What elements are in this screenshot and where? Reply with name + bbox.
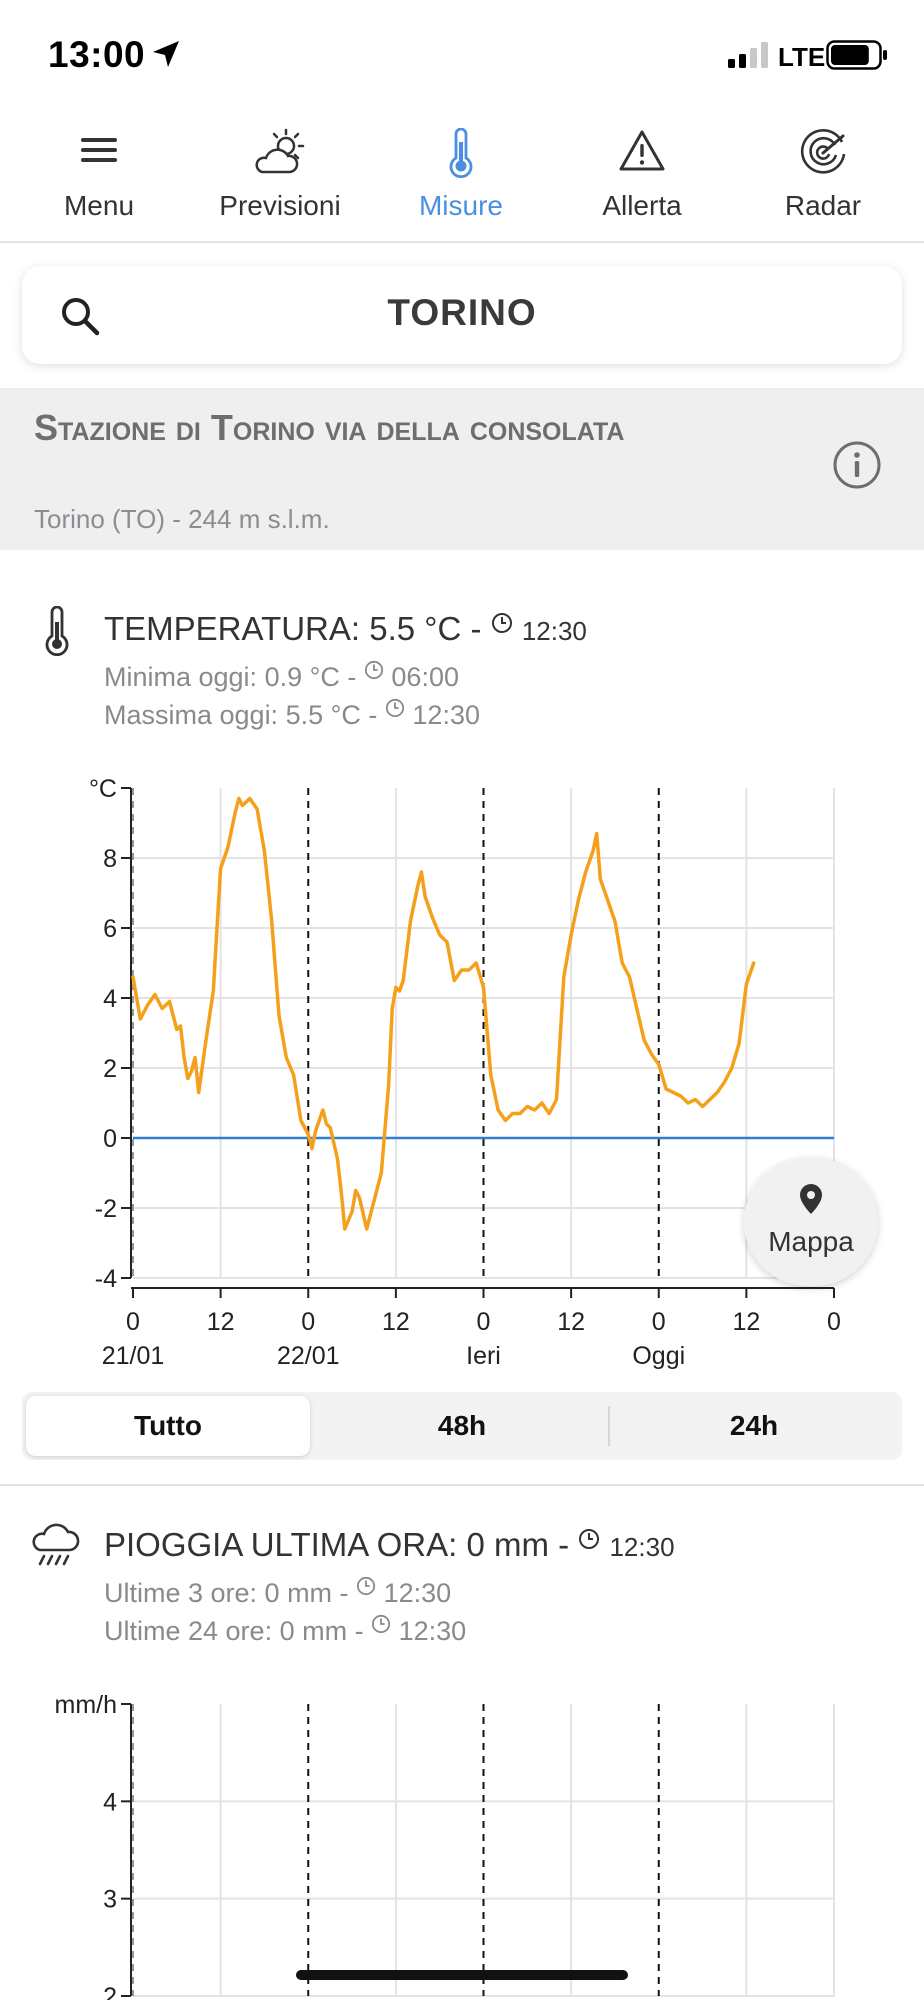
y-axis-unit-label: mm/h bbox=[55, 1691, 118, 1719]
x-tick-label: 12 bbox=[732, 1308, 760, 1336]
rain-value: PIOGGIA ULTIMA ORA: 0 mm - bbox=[104, 1526, 579, 1563]
x-tick-label: 12 bbox=[557, 1308, 585, 1336]
nav-item-previsioni[interactable]: Previsioni bbox=[190, 118, 370, 238]
y-tick-label: 3 bbox=[103, 1886, 117, 1914]
weather-cloud-sun-icon bbox=[255, 128, 305, 174]
rain-last3-time: 12:30 bbox=[383, 1578, 452, 1608]
top-navigation: Menu Previsioni Misure Allerta bbox=[0, 118, 924, 243]
nav-label-menu: Menu bbox=[63, 190, 135, 221]
temperature-max-label: Massima oggi: 5.5 °C - bbox=[104, 700, 385, 730]
x-day-label: Ieri bbox=[466, 1342, 501, 1370]
temperature-title: TEMPERATURA: 5.5 °C - 12:30 bbox=[104, 610, 587, 648]
station-subtitle: Torino (TO) - 244 m s.l.m. bbox=[34, 504, 330, 534]
rain-last24: Ultime 24 ore: 0 mm - 12:30 bbox=[104, 1614, 466, 1647]
clock-icon bbox=[356, 1576, 376, 1596]
temperature-time: 12:30 bbox=[521, 616, 587, 646]
nav-label-previsioni: Previsioni bbox=[219, 190, 341, 221]
clock-icon bbox=[579, 1529, 600, 1549]
temperature-min: Minima oggi: 0.9 °C - 06:00 bbox=[104, 660, 459, 693]
warning-triangle-icon bbox=[619, 130, 665, 171]
range-option-tutto[interactable]: Tutto bbox=[26, 1396, 310, 1456]
y-axis-unit-label: °C bbox=[89, 775, 117, 803]
map-pin-icon bbox=[800, 1184, 822, 1214]
nav-label-radar: Radar bbox=[784, 190, 862, 221]
nav-item-menu[interactable]: Menu bbox=[9, 118, 189, 238]
y-tick-label: 6 bbox=[103, 915, 117, 943]
y-tick-label: -2 bbox=[95, 1195, 117, 1223]
x-tick-label: 0 bbox=[301, 1308, 315, 1336]
y-tick-label: 4 bbox=[103, 985, 117, 1013]
clock-icon bbox=[371, 1614, 391, 1634]
thermometer-icon bbox=[449, 128, 473, 178]
y-tick-label: 2 bbox=[103, 1983, 117, 2000]
search-input[interactable]: TORINO bbox=[22, 266, 902, 364]
radar-icon bbox=[800, 129, 846, 174]
temperature-chart: -4 -2 0 2 4 6 8 °C 0 21/01 12 0 22/01 12 0 Ieri 12 0 Oggi 1… bbox=[89, 775, 841, 1370]
status-bar: 13:00 LTE bbox=[0, 0, 924, 110]
signal-bars-icon bbox=[728, 42, 768, 68]
clock-icon bbox=[385, 698, 404, 718]
clock-icon bbox=[364, 660, 383, 680]
range-option-24h[interactable]: 24h bbox=[729, 1410, 779, 1441]
temperature-series-line bbox=[131, 796, 756, 1231]
battery-icon bbox=[826, 40, 887, 70]
segment-divider bbox=[608, 1406, 610, 1446]
thermometer-icon bbox=[45, 606, 69, 656]
temperature-value: TEMPERATURA: 5.5 °C - bbox=[104, 610, 491, 647]
rain-last24-label: Ultime 24 ore: 0 mm - bbox=[104, 1616, 372, 1646]
x-tick-label: 0 bbox=[652, 1308, 666, 1336]
rain-cloud-icon bbox=[32, 1523, 80, 1566]
search-icon bbox=[62, 298, 100, 336]
temperature-max-time: 12:30 bbox=[412, 700, 480, 730]
x-tick-label: 12 bbox=[382, 1308, 410, 1336]
clock-icon bbox=[491, 613, 512, 633]
nav-label-allerta: Allerta bbox=[602, 190, 682, 221]
y-tick-label: 0 bbox=[103, 1125, 117, 1153]
nav-item-radar[interactable]: Radar bbox=[733, 118, 913, 238]
temperature-min-time: 06:00 bbox=[391, 662, 459, 692]
y-tick-label: -4 bbox=[95, 1265, 117, 1293]
location-arrow-icon bbox=[153, 41, 179, 67]
nav-item-allerta[interactable]: Allerta bbox=[552, 118, 732, 238]
x-tick-label: 12 bbox=[207, 1308, 235, 1336]
rain-last24-time: 12:30 bbox=[398, 1616, 467, 1646]
rain-title: PIOGGIA ULTIMA ORA: 0 mm - 12:30 bbox=[104, 1526, 675, 1564]
temperature-max: Massima oggi: 5.5 °C - 12:30 bbox=[104, 698, 480, 731]
temperature-min-label: Minima oggi: 0.9 °C - bbox=[104, 662, 364, 692]
menu-icon bbox=[81, 138, 117, 162]
x-day-label: 22/01 bbox=[277, 1342, 340, 1370]
x-day-label: 21/01 bbox=[102, 1342, 165, 1370]
y-tick-label: 8 bbox=[103, 845, 117, 873]
rain-time: 12:30 bbox=[609, 1532, 675, 1562]
map-button[interactable]: Mappa bbox=[744, 1158, 878, 1286]
x-tick-label: 0 bbox=[126, 1308, 140, 1336]
info-icon[interactable] bbox=[832, 440, 882, 490]
rain-last3-label: Ultime 3 ore: 0 mm - bbox=[104, 1578, 357, 1608]
x-tick-label: 0 bbox=[827, 1308, 841, 1336]
search-value: TORINO bbox=[387, 292, 537, 333]
y-tick-label: 2 bbox=[103, 1055, 117, 1083]
network-type: LTE bbox=[778, 42, 826, 72]
range-selector: Tutto 48h 24h bbox=[22, 1392, 902, 1460]
station-name: Stazione di Torino via della consolata bbox=[34, 407, 625, 448]
home-indicator bbox=[296, 1970, 628, 1980]
nav-label-misure: Misure bbox=[418, 190, 503, 221]
y-tick-label: 4 bbox=[103, 1788, 117, 1816]
x-day-label: Oggi bbox=[632, 1342, 685, 1370]
x-tick-label: 0 bbox=[477, 1308, 491, 1336]
rain-last3: Ultime 3 ore: 0 mm - 12:30 bbox=[104, 1576, 451, 1609]
status-time: 13:00 bbox=[48, 34, 146, 75]
map-button-label: Mappa bbox=[768, 1226, 854, 1257]
rain-chart: 2 3 4 mm/h bbox=[55, 1691, 835, 2000]
nav-item-misure[interactable]: Misure bbox=[371, 118, 551, 238]
section-divider bbox=[0, 1484, 924, 1486]
station-header: Stazione di Torino via della consolata T… bbox=[0, 388, 924, 550]
range-option-48h[interactable]: 48h bbox=[437, 1410, 487, 1441]
